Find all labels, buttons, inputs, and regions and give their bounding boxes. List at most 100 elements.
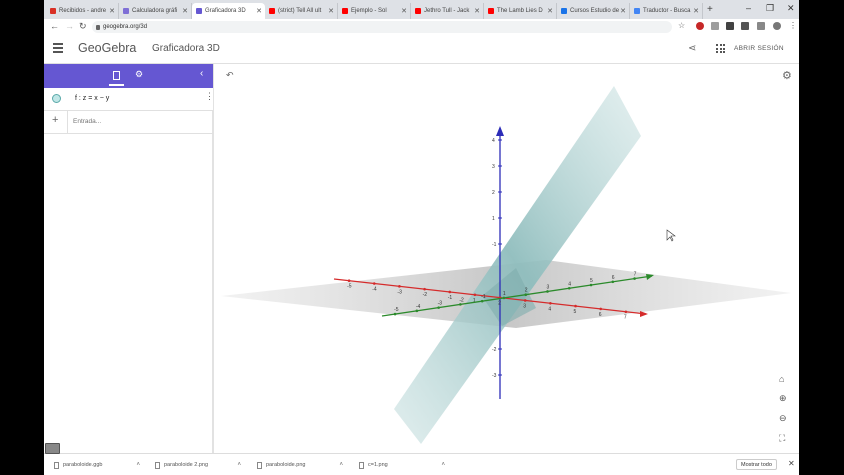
geogebra-logo[interactable]: GeoGebra bbox=[78, 41, 137, 55]
download-item[interactable]: c=1.png ˄ bbox=[359, 454, 445, 475]
input-divider bbox=[67, 111, 68, 133]
graphics-3d-view[interactable]: 4 3 2 1 -1 -2 -3 -5 -4 -3 -2 -1 1 2 3 4 5 6 7 -5 -4 -3 -2 -1 1 2 3… bbox=[216, 64, 799, 453]
tab-cursos[interactable]: Cursos Estudio de ✕ bbox=[557, 3, 630, 19]
y-tick bbox=[502, 296, 506, 300]
download-item[interactable]: paraboloide 2.png ˄ bbox=[155, 454, 241, 475]
add-icon[interactable]: + bbox=[52, 114, 59, 126]
share-icon[interactable]: ⋖ bbox=[688, 43, 697, 54]
browser-window: Recibidos - andre ✕ Calculadora gráfi ✕ Gr… bbox=[44, 0, 799, 475]
extensions-puzzle-icon[interactable] bbox=[757, 22, 765, 30]
y-tick bbox=[393, 312, 397, 316]
tab-graficadora-3d[interactable]: Graficadora 3D ✕ bbox=[192, 3, 265, 19]
close-tab-icon[interactable]: ✕ bbox=[693, 8, 699, 15]
taskbar-icon[interactable] bbox=[45, 443, 60, 454]
tools-icon[interactable]: ⚙ bbox=[135, 69, 144, 79]
y-tick-label: 2 bbox=[525, 288, 528, 294]
tab-youtube-2[interactable]: Ejemplo - Sol ✕ bbox=[338, 3, 411, 19]
x-tick-label: -1 bbox=[448, 295, 453, 301]
y-tick-label: -3 bbox=[438, 301, 443, 307]
close-tab-icon[interactable]: ✕ bbox=[474, 8, 480, 15]
x-tick bbox=[448, 290, 452, 294]
fullscreen-icon[interactable]: ⛶ bbox=[779, 433, 786, 443]
close-tab-icon[interactable]: ✕ bbox=[256, 8, 262, 15]
x-tick bbox=[347, 279, 351, 282]
close-tab-icon[interactable]: ✕ bbox=[620, 8, 626, 15]
close-tab-icon[interactable]: ✕ bbox=[328, 8, 334, 15]
algebra-input[interactable] bbox=[73, 118, 193, 125]
extension-icon[interactable] bbox=[711, 22, 719, 30]
download-item[interactable]: paraboloide.png ˄ bbox=[257, 454, 343, 475]
extension-icon[interactable] bbox=[726, 22, 734, 30]
y-tick-label: 1 bbox=[503, 291, 506, 297]
undo-icon[interactable]: ↶ bbox=[226, 70, 234, 80]
plane-f-band bbox=[394, 86, 641, 444]
visibility-toggle-icon[interactable] bbox=[52, 94, 61, 103]
chevron-up-icon[interactable]: ˄ bbox=[136, 462, 140, 468]
chrome-menu-icon[interactable]: ⋮ bbox=[789, 21, 797, 30]
tab-youtube-4[interactable]: The Lamb Lies D ✕ bbox=[484, 3, 557, 19]
close-tab-icon[interactable]: ✕ bbox=[547, 8, 553, 15]
x-tick bbox=[523, 299, 527, 302]
minimize-button[interactable]: – bbox=[746, 3, 752, 13]
maximize-button[interactable]: ❐ bbox=[766, 3, 775, 13]
collapse-panel-icon[interactable]: ‹ bbox=[200, 68, 204, 79]
y-tick-label: -5 bbox=[394, 307, 399, 313]
app-title: Graficadora 3D bbox=[152, 43, 220, 54]
extension-icon[interactable] bbox=[741, 22, 749, 30]
chevron-up-icon[interactable]: ˄ bbox=[339, 462, 343, 468]
zoom-out-icon[interactable]: ⊖ bbox=[779, 413, 787, 423]
x-tick-label: -2 bbox=[423, 292, 428, 298]
x-tick bbox=[423, 287, 426, 291]
chevron-up-icon[interactable]: ˄ bbox=[237, 462, 241, 468]
y-tick bbox=[524, 293, 528, 297]
youtube-icon bbox=[342, 8, 348, 14]
zoom-in-icon[interactable]: ⊕ bbox=[779, 393, 787, 403]
tab-strip: Recibidos - andre ✕ Calculadora gráfi ✕ Gr… bbox=[44, 0, 799, 19]
new-tab-button[interactable]: + bbox=[707, 4, 713, 15]
extension-icon[interactable] bbox=[696, 22, 704, 30]
tab-traductor[interactable]: Traductor - Busca ✕ bbox=[630, 3, 703, 19]
function-definition[interactable]: f : z = x − y bbox=[75, 95, 110, 102]
algebra-input-row[interactable]: + bbox=[44, 111, 213, 134]
algebra-calculator-icon[interactable] bbox=[113, 71, 120, 80]
close-tab-icon[interactable]: ✕ bbox=[182, 8, 188, 15]
x-tick bbox=[599, 307, 603, 311]
x-tick bbox=[398, 285, 401, 288]
y-tick bbox=[589, 283, 593, 287]
forward-arrow-icon[interactable]: → bbox=[65, 21, 74, 31]
chevron-up-icon[interactable]: ˄ bbox=[441, 462, 445, 468]
y-tick bbox=[480, 299, 484, 303]
profile-avatar[interactable] bbox=[773, 22, 781, 30]
reload-icon[interactable]: ↻ bbox=[79, 21, 87, 31]
close-tab-icon[interactable]: ✕ bbox=[401, 8, 407, 15]
algebra-object-row[interactable]: f : z = x − y ⋮ bbox=[44, 88, 214, 111]
bookmark-star-icon[interactable]: ☆ bbox=[678, 21, 686, 30]
show-all-downloads-button[interactable]: Mostrar todo bbox=[736, 459, 777, 470]
hamburger-menu-icon[interactable] bbox=[53, 43, 63, 55]
apps-grid-icon[interactable] bbox=[716, 44, 725, 53]
z-tick-label: 3 bbox=[492, 164, 495, 170]
url-field[interactable]: geogebra.org/3d bbox=[92, 21, 672, 33]
tab-youtube-1[interactable]: (strict) Tell All ult ✕ bbox=[265, 3, 338, 19]
y-tick bbox=[567, 286, 571, 290]
sign-in-button[interactable]: ABRIR SESIÓN bbox=[734, 45, 784, 52]
close-window-button[interactable]: ✕ bbox=[787, 3, 795, 13]
lock-icon bbox=[96, 24, 100, 30]
z-tick-label: -2 bbox=[492, 347, 497, 353]
tab-gmail[interactable]: Recibidos - andre ✕ bbox=[46, 3, 119, 19]
close-download-bar-icon[interactable]: ✕ bbox=[788, 459, 795, 468]
plane-f-surface[interactable] bbox=[394, 86, 641, 444]
file-icon bbox=[257, 461, 262, 469]
settings-gear-icon[interactable]: ⚙ bbox=[782, 70, 792, 82]
x-tick-label: -3 bbox=[397, 289, 402, 295]
download-item[interactable]: paraboloide.ggb ˄ bbox=[54, 454, 140, 475]
home-icon[interactable]: ⌂ bbox=[779, 374, 785, 384]
tab-youtube-3[interactable]: Jethro Tull - Jack ✕ bbox=[411, 3, 484, 19]
back-arrow-icon[interactable]: ← bbox=[50, 21, 59, 31]
tab-calculadora[interactable]: Calculadora gráfi ✕ bbox=[119, 3, 192, 19]
more-options-icon[interactable]: ⋮ bbox=[205, 91, 214, 101]
y-tick bbox=[611, 280, 615, 284]
close-tab-icon[interactable]: ✕ bbox=[109, 8, 115, 15]
